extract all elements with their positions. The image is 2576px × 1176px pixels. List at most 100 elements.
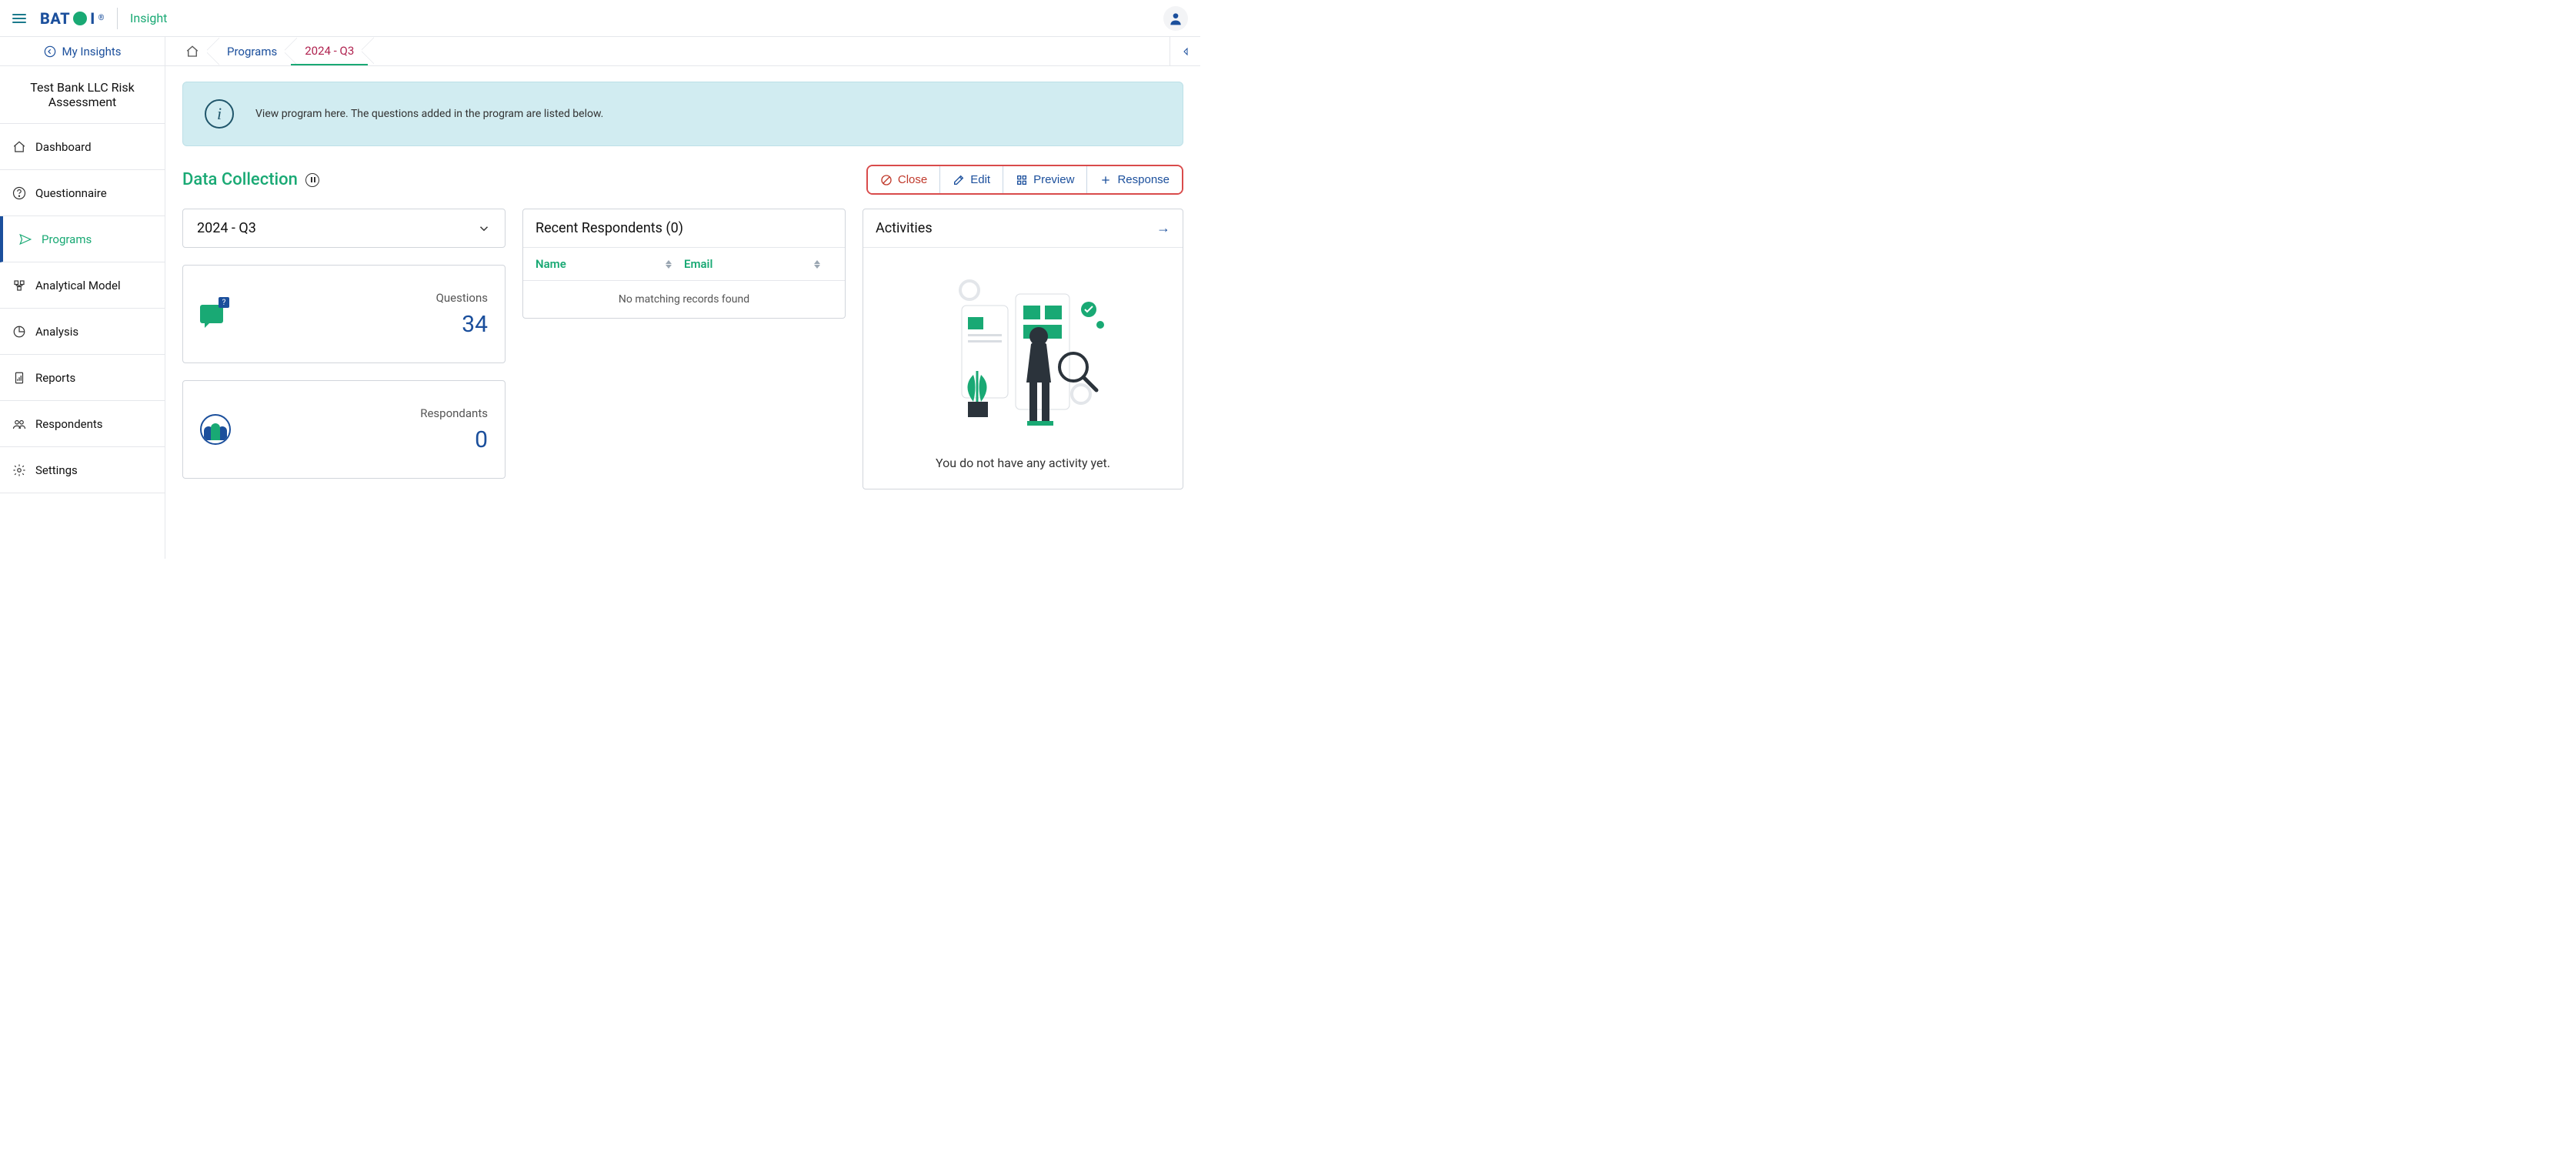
breadcrumb-current-label: 2024 - Q3 xyxy=(305,44,354,58)
activities-title: Activities xyxy=(876,220,933,236)
preview-button[interactable]: Preview xyxy=(1003,166,1086,193)
info-banner: i View program here. The questions added… xyxy=(182,82,1183,146)
activities-illustration xyxy=(879,256,1167,456)
home-icon xyxy=(12,140,26,154)
response-label: Response xyxy=(1117,173,1170,186)
sidebar-item-label: Reports xyxy=(35,371,75,385)
send-icon xyxy=(18,232,32,246)
respondants-value: 0 xyxy=(420,426,488,453)
org-name: Test Bank LLC Risk Assessment xyxy=(0,66,165,124)
sidebar-item-programs[interactable]: Programs xyxy=(0,216,165,262)
period-selector[interactable]: 2024 - Q3 xyxy=(182,209,506,248)
sidebar-item-analysis[interactable]: Analysis xyxy=(0,309,165,355)
questions-label: Questions xyxy=(436,291,488,305)
page-title-text: Data Collection xyxy=(182,170,298,189)
block-icon xyxy=(880,174,893,186)
app-name[interactable]: Insight xyxy=(130,11,167,25)
sidebar-item-label: Questionnaire xyxy=(35,186,107,200)
stats-column: 2024 - Q3 ? Questions 34 xyxy=(182,209,506,489)
period-selector-value: 2024 - Q3 xyxy=(197,220,256,236)
sidebar-item-label: Analysis xyxy=(35,325,78,339)
sidebar-item-label: Settings xyxy=(35,463,78,477)
report-icon xyxy=(12,371,26,385)
divider xyxy=(117,8,118,29)
chat-question-icon: ? xyxy=(200,305,223,323)
activities-body: You do not have any activity yet. xyxy=(863,247,1183,489)
breadcrumb: Programs 2024 - Q3 xyxy=(165,37,1170,65)
empty-activities-icon xyxy=(939,263,1108,448)
respondents-table-header: Name Email xyxy=(523,248,845,281)
sidebar-item-dashboard[interactable]: Dashboard xyxy=(0,124,165,170)
sidebar-item-label: Analytical Model xyxy=(35,279,121,292)
col-name[interactable]: Name xyxy=(536,257,684,271)
respondants-label: Respondants xyxy=(420,406,488,420)
breadcrumb-programs[interactable]: Programs xyxy=(213,37,291,65)
edit-label: Edit xyxy=(970,173,990,186)
users-icon xyxy=(12,417,26,431)
title-row: Data Collection Close Edit Preview xyxy=(182,165,1183,195)
activities-arrow-link[interactable]: → xyxy=(1156,220,1170,236)
breadcrumb-programs-label: Programs xyxy=(227,45,277,58)
page-title: Data Collection xyxy=(182,170,319,189)
breadcrumb-home[interactable] xyxy=(172,37,213,65)
respondents-panel-title: Recent Respondents (0) xyxy=(523,209,845,248)
questions-card: ? Questions 34 xyxy=(182,265,506,363)
logo-text: BAT xyxy=(40,9,70,28)
info-banner-text: View program here. The questions added i… xyxy=(255,108,603,120)
content-grid: 2024 - Q3 ? Questions 34 xyxy=(182,209,1183,489)
questions-value: 34 xyxy=(436,311,488,338)
back-arrow-icon xyxy=(44,45,56,58)
edit-icon xyxy=(953,174,965,186)
main-layout: Test Bank LLC Risk Assessment Dashboard … xyxy=(0,66,1200,559)
grid-icon xyxy=(1016,174,1028,186)
main-content: i View program here. The questions added… xyxy=(165,66,1200,559)
logo-text2: I xyxy=(90,9,95,28)
top-bar: BAT I ® Insight xyxy=(0,0,1200,37)
col-email[interactable]: Email xyxy=(684,257,833,271)
activities-empty-text: You do not have any activity yet. xyxy=(879,456,1167,470)
home-icon xyxy=(185,45,199,58)
sidebar: Test Bank LLC Risk Assessment Dashboard … xyxy=(0,66,165,559)
gear-icon xyxy=(12,463,26,477)
info-icon: i xyxy=(205,99,234,129)
menu-toggle-icon[interactable] xyxy=(12,11,28,26)
recent-respondents-panel: Recent Respondents (0) Name Email No mat… xyxy=(522,209,846,319)
logo[interactable]: BAT I ® xyxy=(40,9,105,28)
model-icon xyxy=(12,279,26,292)
action-button-group: Close Edit Preview Response xyxy=(866,165,1183,195)
user-icon xyxy=(1168,11,1183,26)
my-insights-link[interactable]: My Insights xyxy=(0,37,165,65)
col-name-label: Name xyxy=(536,257,566,271)
close-label: Close xyxy=(898,173,927,186)
sort-icon xyxy=(814,260,820,269)
respondents-title-text: Recent Respondents (0) xyxy=(536,220,683,236)
sort-icon xyxy=(666,260,672,269)
profile-avatar-button[interactable] xyxy=(1163,6,1188,31)
col-email-label: Email xyxy=(684,257,712,271)
preview-label: Preview xyxy=(1033,173,1074,186)
sidebar-item-reports[interactable]: Reports xyxy=(0,355,165,401)
sidebar-item-label: Programs xyxy=(42,232,92,246)
respondents-empty: No matching records found xyxy=(523,281,845,318)
activities-panel: Activities → xyxy=(863,209,1183,489)
edit-button[interactable]: Edit xyxy=(939,166,1003,193)
pause-icon[interactable] xyxy=(305,173,319,187)
activities-panel-head: Activities → xyxy=(863,209,1183,247)
sidebar-item-label: Dashboard xyxy=(35,140,92,154)
pie-icon xyxy=(12,325,26,339)
sidebar-item-respondents[interactable]: Respondents xyxy=(0,401,165,447)
response-button[interactable]: Response xyxy=(1086,166,1182,193)
respondants-card: Respondants 0 xyxy=(182,380,506,479)
sidebar-item-label: Respondents xyxy=(35,417,103,431)
sidebar-item-questionnaire[interactable]: Questionnaire xyxy=(0,170,165,216)
collapse-panel-button[interactable] xyxy=(1170,37,1200,65)
close-button[interactable]: Close xyxy=(868,166,939,193)
triangle-left-icon xyxy=(1181,47,1190,56)
people-icon xyxy=(200,414,231,445)
breadcrumb-current[interactable]: 2024 - Q3 xyxy=(291,37,368,65)
my-insights-label: My Insights xyxy=(62,45,122,58)
sidebar-item-settings[interactable]: Settings xyxy=(0,447,165,493)
sidebar-item-analytical-model[interactable]: Analytical Model xyxy=(0,262,165,309)
question-icon xyxy=(12,186,26,200)
plus-icon xyxy=(1099,174,1112,186)
